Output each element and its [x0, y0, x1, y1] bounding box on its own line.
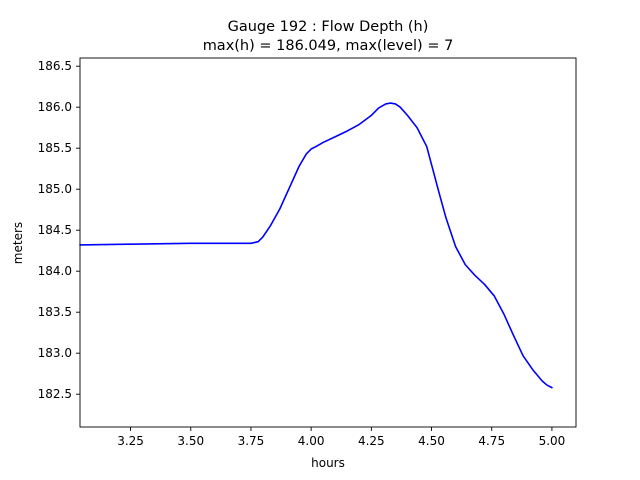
y-tick-label: 186.5: [38, 59, 72, 73]
x-tick-label: 3.75: [238, 434, 265, 448]
y-tick-label: 182.5: [38, 387, 72, 401]
chart-title: Gauge 192 : Flow Depth (h): [228, 19, 429, 35]
y-tick-label: 184.5: [38, 223, 72, 237]
series-line-0: [79, 102, 553, 389]
y-axis: 182.5 183.0 183.5 184.0 184.5 185.0 185.5 186.0…: [38, 59, 80, 401]
y-tick-label: 183.0: [38, 346, 72, 360]
x-tick-label: 4.75: [478, 434, 505, 448]
y-tick-label: 184.0: [38, 264, 72, 278]
y-tick-label: 183.5: [38, 305, 72, 319]
x-axis-label: hours: [311, 456, 345, 470]
x-tick-label: 4.50: [418, 434, 445, 448]
y-axis-label: meters: [11, 222, 25, 264]
plot-area: [79, 57, 577, 428]
x-tick-label: 3.50: [177, 434, 204, 448]
x-axis: 3.25 3.50 3.75 4.00 4.25 4.50 4.75 5.00: [117, 427, 565, 448]
y-tick-label: 185.0: [38, 182, 72, 196]
x-tick-label: 4.00: [298, 434, 325, 448]
plot-frame: [79, 57, 577, 428]
chart-subtitle: max(h) = 186.049, max(level) = 7: [203, 38, 454, 54]
y-tick-label: 185.5: [38, 141, 72, 155]
x-tick-label: 4.25: [358, 434, 385, 448]
x-tick-label: 3.25: [117, 434, 144, 448]
y-tick-label: 186.0: [38, 100, 72, 114]
x-tick-label: 5.00: [539, 434, 566, 448]
